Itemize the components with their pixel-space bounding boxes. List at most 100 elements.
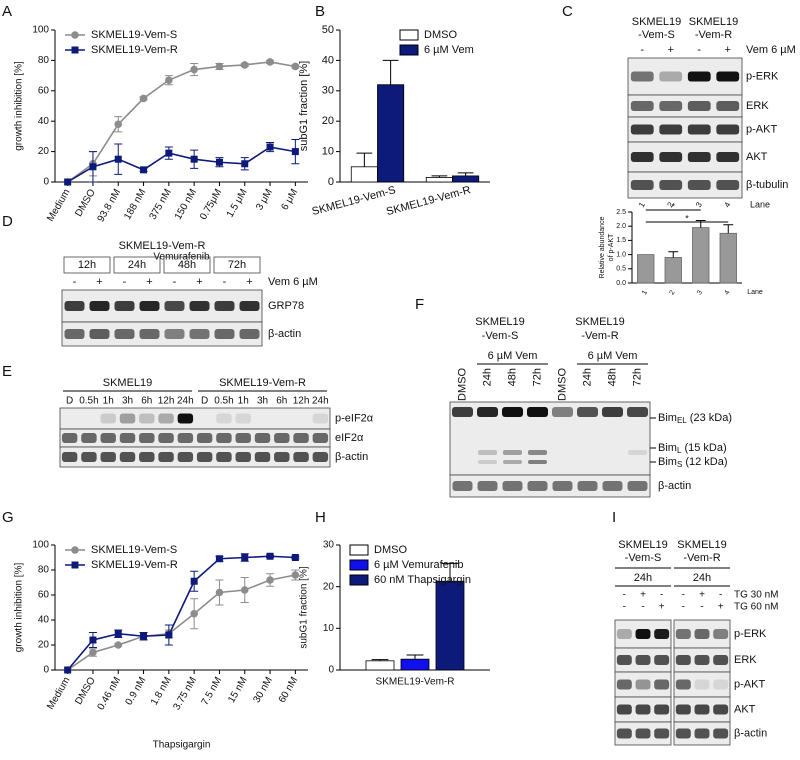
x-axis-label: Lane xyxy=(747,289,763,296)
row-label: AKT xyxy=(734,703,756,715)
blot-band xyxy=(716,124,740,135)
annotation: * xyxy=(685,213,689,223)
panel-letter: B xyxy=(315,3,325,20)
band-label-rest: (23 kDa) xyxy=(687,412,732,424)
legend-marker xyxy=(71,31,79,39)
marker xyxy=(215,555,223,563)
x-tick-label: Medium xyxy=(45,675,72,711)
blot-band xyxy=(214,301,235,311)
y-tick-label: 20 xyxy=(323,581,335,592)
blot-band xyxy=(635,704,651,715)
row-label: β-actin xyxy=(658,480,691,492)
sign: - xyxy=(719,590,722,601)
sign: - xyxy=(223,276,227,288)
y-tick-label: 60 xyxy=(38,590,50,601)
sign: + xyxy=(718,602,724,613)
blot-band xyxy=(239,329,260,339)
marker xyxy=(89,163,97,171)
blot-band xyxy=(293,452,309,462)
blot-band xyxy=(139,452,155,462)
lane-label: 12h xyxy=(158,396,175,407)
blot-band xyxy=(630,101,654,111)
marker xyxy=(64,178,72,186)
marker xyxy=(114,641,123,649)
y-tick-label: 0 xyxy=(43,177,49,188)
x-tick-label: 188 nM xyxy=(122,187,148,221)
blot-band xyxy=(100,413,116,424)
blot-band xyxy=(630,152,654,162)
marker xyxy=(64,666,72,674)
x-tick-label: DMSO xyxy=(73,675,98,707)
blot-band xyxy=(216,433,232,443)
blot-band xyxy=(64,301,85,311)
y-axis-label: of p-AKT xyxy=(608,233,615,261)
legend-label: SKMEL19-Vem-S xyxy=(91,29,177,41)
blot-band xyxy=(627,407,648,417)
blot-band xyxy=(675,728,691,739)
bar xyxy=(637,254,655,284)
legend-label: 6 µM Vem xyxy=(424,44,474,56)
error-bar xyxy=(356,152,373,167)
blot-band xyxy=(630,71,654,82)
row-label: GRP78 xyxy=(268,300,304,312)
y-axis-label: growth inhibition [%] xyxy=(14,61,25,151)
y-tick-label: 40 xyxy=(38,615,50,626)
row-label: β-actin xyxy=(734,727,767,739)
panel-letter: C xyxy=(562,3,573,20)
lane-label: 3h xyxy=(257,396,268,407)
error-bar xyxy=(668,251,679,258)
sign: - xyxy=(623,602,626,613)
blot-band xyxy=(177,413,194,424)
annotation: * xyxy=(671,201,675,211)
blot-band xyxy=(100,433,116,443)
marker xyxy=(190,609,198,618)
marker xyxy=(190,155,198,163)
group-label: SKMEL19 xyxy=(103,377,153,389)
series-line xyxy=(67,61,296,183)
blot-band xyxy=(687,152,711,162)
blot-band xyxy=(478,460,497,464)
marker xyxy=(139,94,148,103)
bar xyxy=(425,177,453,183)
marker xyxy=(266,143,274,151)
group-label: SKMEL19-Vem-R xyxy=(119,240,206,252)
marker xyxy=(215,588,224,597)
blot-band xyxy=(713,655,729,665)
x-tick-label: 1.5 μM xyxy=(225,187,250,219)
blot-band xyxy=(61,452,78,462)
blot-band xyxy=(628,450,647,455)
blot-band xyxy=(216,413,232,424)
blot-band xyxy=(139,433,155,443)
blot-band xyxy=(659,180,683,190)
legend-label: SKMEL19-Vem-R xyxy=(91,44,178,56)
blot-band xyxy=(687,71,711,82)
sign: - xyxy=(123,276,127,288)
sign: - xyxy=(682,602,685,613)
time-label: 24h xyxy=(693,572,711,584)
blot-band xyxy=(616,679,632,690)
marker xyxy=(240,586,249,594)
time-label: 48h xyxy=(178,259,196,271)
blot-band xyxy=(81,452,97,462)
time-label: 24h xyxy=(128,259,146,271)
treatment-label: TG 60 nM xyxy=(734,602,778,613)
blot-band xyxy=(139,301,160,311)
bar xyxy=(377,84,405,183)
error-bar xyxy=(371,659,389,661)
sign: + xyxy=(640,590,646,601)
group-label: SKMEL19 xyxy=(632,16,682,28)
error-bar xyxy=(382,59,399,85)
y-tick-label: 100 xyxy=(32,25,49,36)
blot-band xyxy=(235,452,251,462)
row-label: p-ERK xyxy=(746,70,779,82)
row-label: AKT xyxy=(746,151,768,163)
marker xyxy=(114,155,122,163)
group-label: SKMEL19 xyxy=(575,316,625,328)
marker xyxy=(266,58,274,66)
bar xyxy=(365,660,395,671)
x-tick-label: 1.8 nM xyxy=(149,675,174,707)
blot-band xyxy=(602,407,623,417)
x-tick-label: 60 nM xyxy=(277,675,300,705)
blot-band xyxy=(654,629,670,639)
marker xyxy=(291,62,300,71)
